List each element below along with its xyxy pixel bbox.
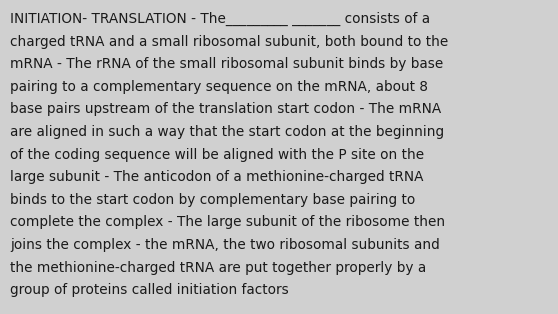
Text: pairing to a complementary sequence on the mRNA, about 8: pairing to a complementary sequence on t… — [10, 80, 428, 94]
Text: the methionine-charged tRNA are put together properly by a: the methionine-charged tRNA are put toge… — [10, 261, 426, 275]
Text: are aligned in such a way that the start codon at the beginning: are aligned in such a way that the start… — [10, 125, 444, 139]
Text: joins the complex - the mRNA, the two ribosomal subunits and: joins the complex - the mRNA, the two ri… — [10, 238, 440, 252]
Text: charged tRNA and a small ribosomal subunit, both bound to the: charged tRNA and a small ribosomal subun… — [10, 35, 448, 49]
Text: mRNA - The rRNA of the small ribosomal subunit binds by base: mRNA - The rRNA of the small ribosomal s… — [10, 57, 443, 71]
Text: complete the complex - The large subunit of the ribosome then: complete the complex - The large subunit… — [10, 215, 445, 230]
Text: large subunit - The anticodon of a methionine-charged tRNA: large subunit - The anticodon of a methi… — [10, 170, 424, 184]
Text: binds to the start codon by complementary base pairing to: binds to the start codon by complementar… — [10, 193, 415, 207]
Text: INITIATION- TRANSLATION - The_________ _______ consists of a: INITIATION- TRANSLATION - The_________ _… — [10, 12, 430, 26]
Text: group of proteins called initiation factors: group of proteins called initiation fact… — [10, 283, 289, 297]
Text: base pairs upstream of the translation start codon - The mRNA: base pairs upstream of the translation s… — [10, 102, 441, 116]
Text: of the coding sequence will be aligned with the P site on the: of the coding sequence will be aligned w… — [10, 148, 424, 162]
